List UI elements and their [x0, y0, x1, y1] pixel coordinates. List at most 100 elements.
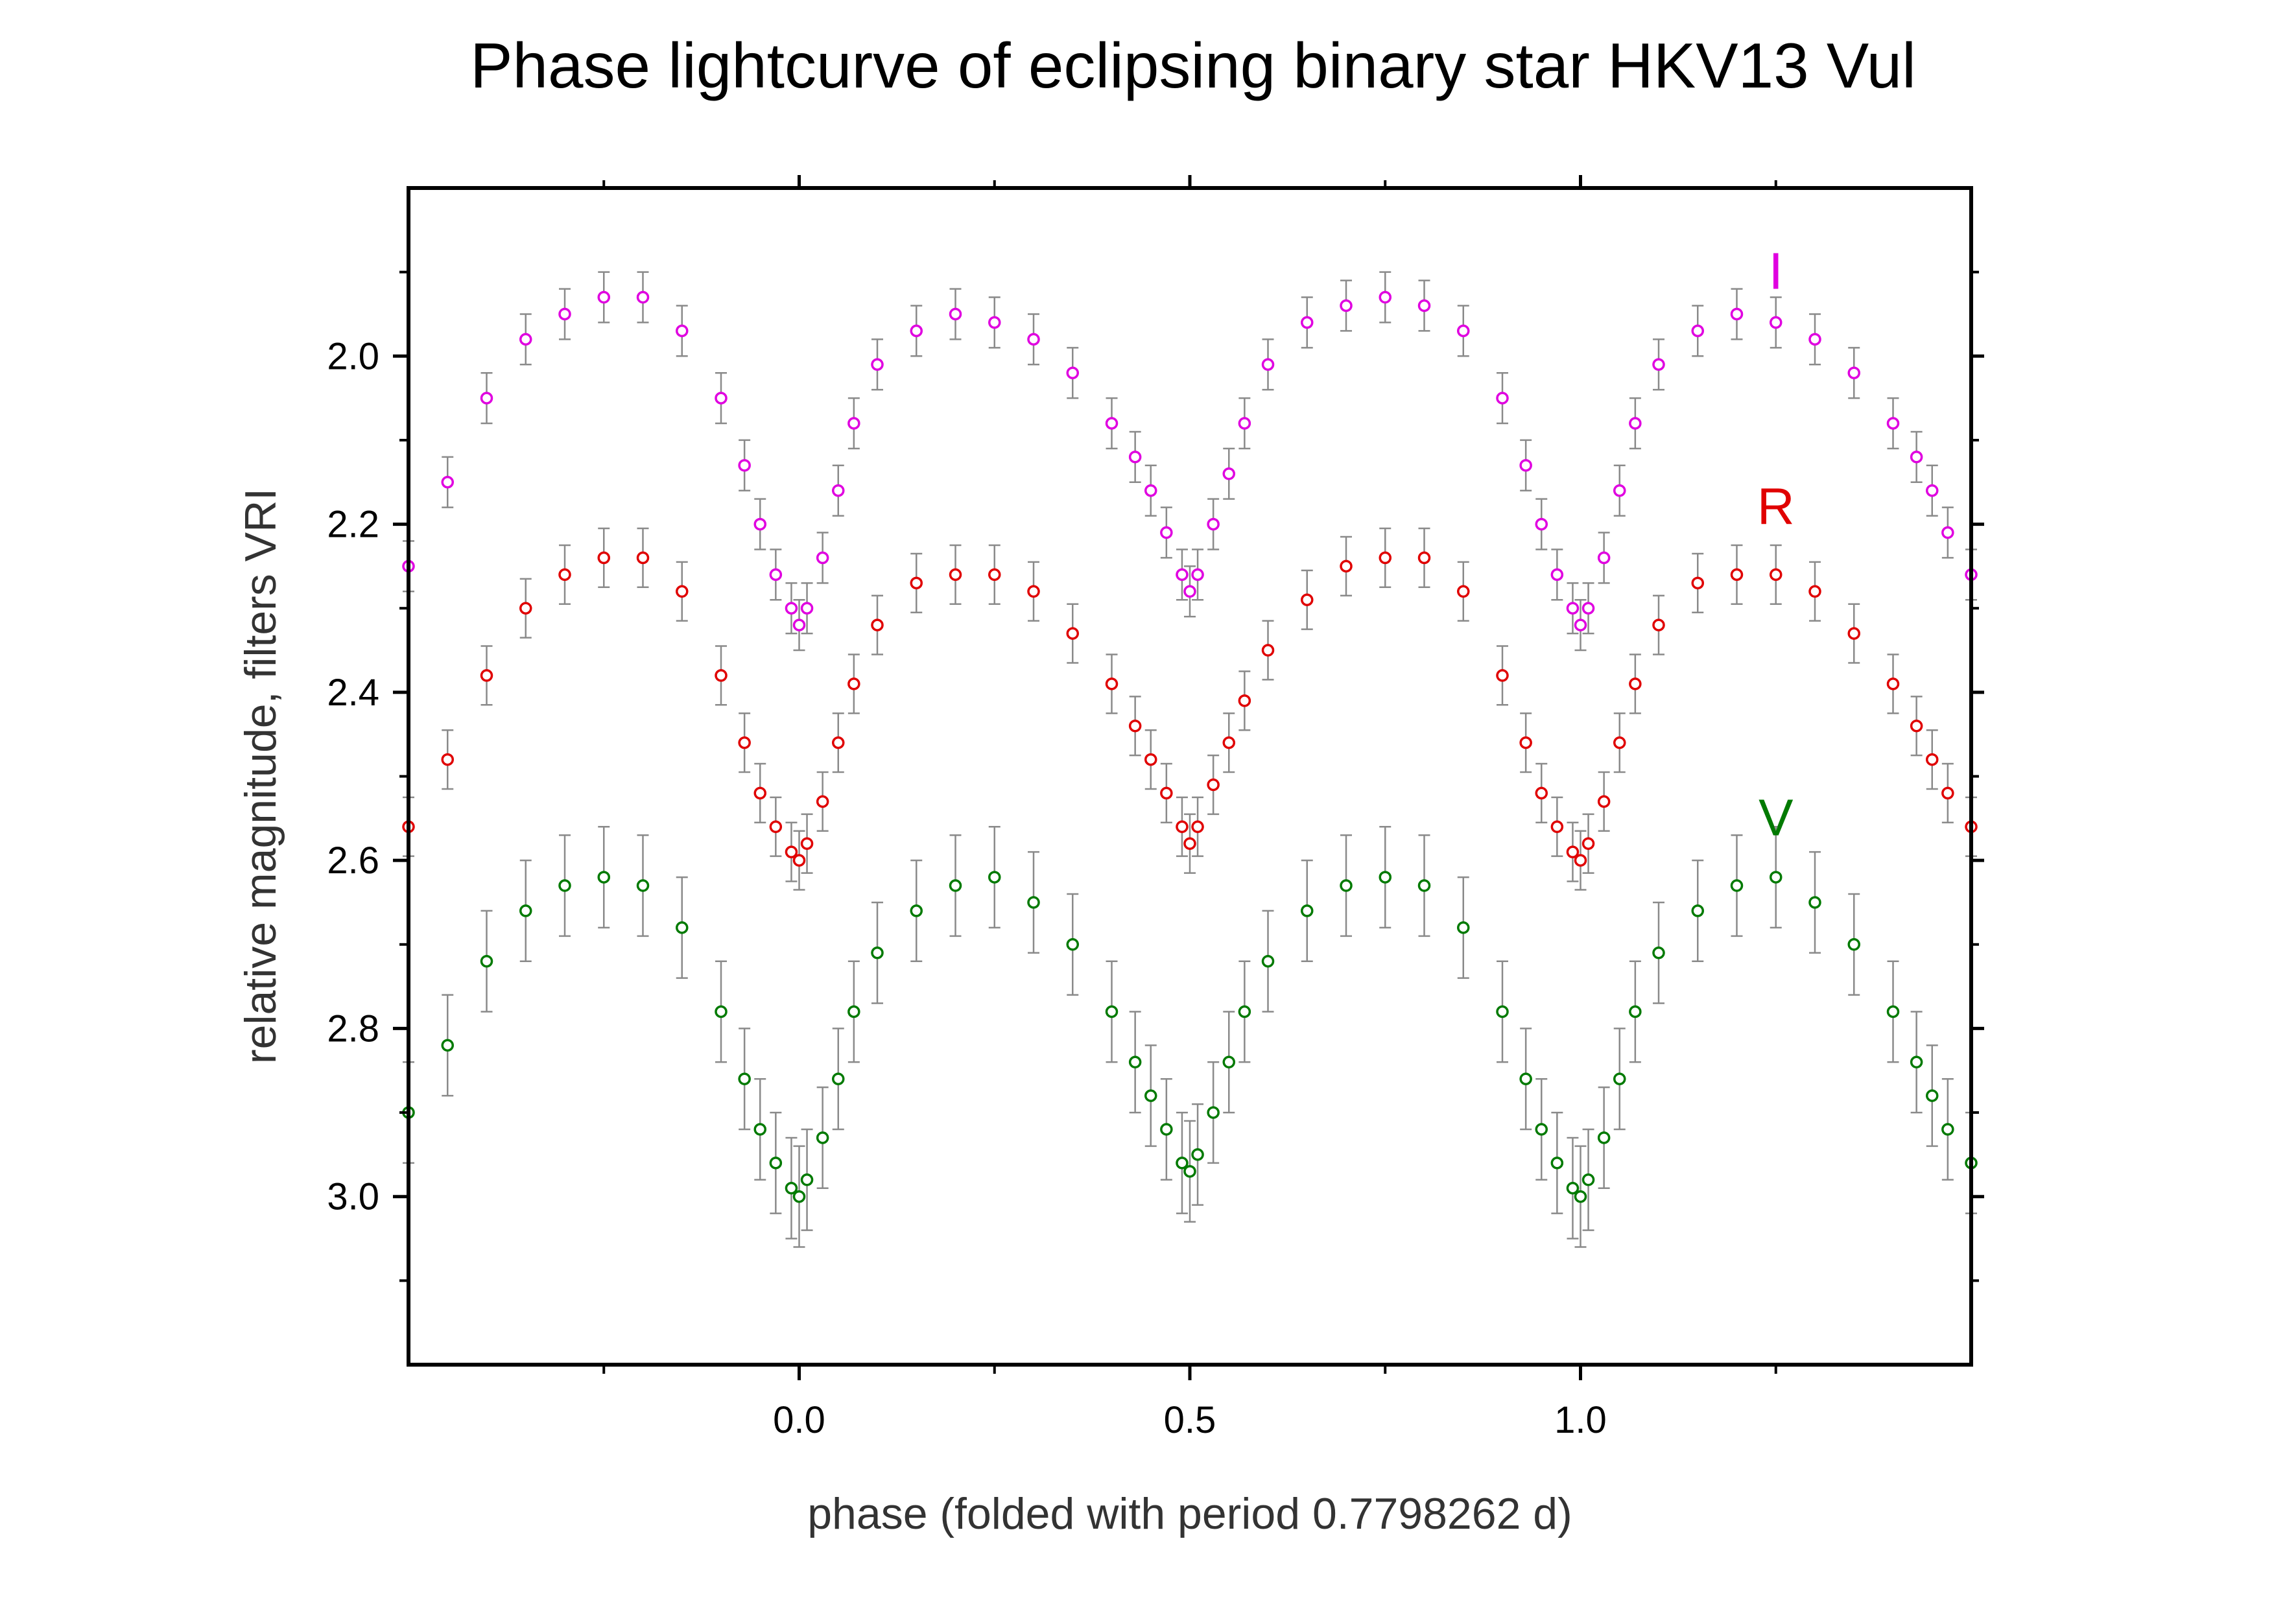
data-point — [1261, 358, 1275, 371]
data-point — [636, 290, 650, 304]
data-point — [1519, 459, 1532, 472]
data-point — [1535, 786, 1548, 800]
data-point — [1417, 879, 1431, 892]
data-point — [1340, 879, 1353, 892]
data-point — [988, 871, 1001, 884]
data-point — [1379, 290, 1392, 304]
data-point — [1066, 366, 1079, 379]
data-point — [1566, 1182, 1580, 1195]
data-point — [800, 602, 814, 615]
data-point — [676, 921, 689, 934]
data-point — [1176, 568, 1189, 582]
data-layer: I R V — [402, 242, 1978, 1248]
data-point — [1379, 551, 1392, 565]
data-point — [1886, 417, 1900, 430]
data-point — [1128, 451, 1142, 464]
data-point — [1183, 837, 1196, 850]
data-point — [480, 669, 493, 682]
data-point — [847, 417, 860, 430]
data-point — [636, 551, 650, 565]
data-point — [949, 307, 962, 321]
data-point — [1301, 316, 1314, 329]
data-point — [1926, 753, 1939, 766]
data-point — [715, 669, 728, 682]
data-point — [558, 307, 571, 321]
data-point — [832, 736, 845, 749]
data-point — [1550, 568, 1564, 582]
data-point — [1238, 1005, 1251, 1018]
data-point — [871, 947, 884, 959]
data-point — [1301, 904, 1314, 917]
data-point — [910, 576, 923, 590]
data-point — [1417, 299, 1431, 312]
data-point — [636, 879, 650, 892]
data-point — [1941, 786, 1954, 800]
data-point — [949, 568, 962, 582]
data-point — [1457, 324, 1470, 338]
data-point — [1730, 307, 1744, 321]
data-point — [1597, 795, 1611, 808]
data-point — [832, 484, 845, 497]
y-tick-label: 3.0 — [327, 1176, 379, 1218]
data-point — [1207, 1106, 1220, 1119]
data-point — [988, 316, 1001, 329]
x-tick-label: 0.0 — [773, 1399, 825, 1441]
data-point — [1629, 677, 1642, 690]
data-point — [1550, 1157, 1564, 1170]
data-point — [1629, 417, 1642, 430]
data-point — [1301, 593, 1314, 606]
data-point — [676, 585, 689, 598]
y-tick-label: 2.4 — [327, 672, 379, 714]
x-tick-label: 0.5 — [1164, 1399, 1216, 1441]
data-point — [480, 392, 493, 405]
data-point — [1340, 559, 1353, 573]
data-point — [800, 837, 814, 850]
data-point — [1496, 392, 1509, 405]
data-point — [1613, 736, 1626, 749]
data-point — [1581, 602, 1595, 615]
data-point — [441, 1039, 454, 1052]
data-point — [769, 1157, 783, 1170]
y-tick-label: 2.6 — [327, 840, 379, 882]
data-point — [816, 795, 829, 808]
data-point — [800, 1173, 814, 1186]
data-point — [871, 618, 884, 631]
data-point — [1581, 837, 1595, 850]
data-point — [753, 517, 766, 531]
data-point — [1379, 871, 1392, 884]
data-point — [753, 1123, 766, 1136]
data-point — [738, 1072, 751, 1085]
data-point — [1144, 1089, 1157, 1102]
data-point — [1160, 1123, 1173, 1136]
data-point — [1597, 551, 1611, 565]
data-point — [597, 551, 610, 565]
series-label-V: V — [1759, 788, 1794, 846]
data-point — [1222, 467, 1235, 480]
data-point — [949, 879, 962, 892]
data-point — [1207, 517, 1220, 531]
data-point — [1941, 1123, 1954, 1136]
data-point — [910, 904, 923, 917]
data-point — [1191, 568, 1204, 582]
data-point — [1847, 366, 1860, 379]
data-point — [1261, 644, 1275, 657]
data-point — [1340, 299, 1353, 312]
data-point — [1691, 324, 1704, 338]
data-point — [1574, 618, 1587, 631]
data-point — [785, 845, 798, 858]
data-point — [1770, 568, 1782, 582]
data-point — [1629, 1005, 1642, 1018]
data-point — [1910, 451, 1923, 464]
data-point — [769, 568, 783, 582]
data-point — [1613, 484, 1626, 497]
data-point — [1066, 938, 1079, 951]
data-point — [597, 290, 610, 304]
data-point — [785, 602, 798, 615]
data-point — [1847, 627, 1860, 640]
data-point — [1597, 1131, 1611, 1144]
data-point — [1886, 677, 1900, 690]
data-point — [1926, 1089, 1939, 1102]
chart-title: Phase lightcurve of eclipsing binary sta… — [470, 30, 1916, 101]
data-point — [1652, 358, 1665, 371]
